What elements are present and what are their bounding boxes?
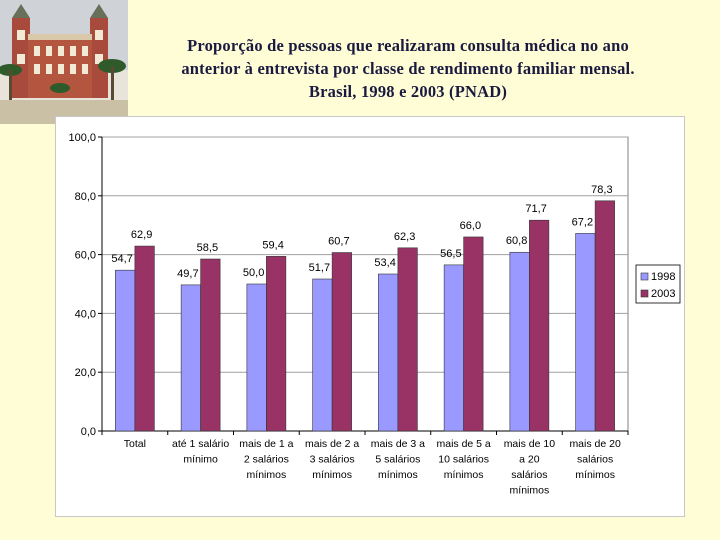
data-label: 58,5 [197,242,218,254]
category-label-line: mínimos [247,469,287,481]
category-label-line: mais de 3 a [371,438,425,450]
category-label: mais de 10 a 20 salários mínimos [504,438,556,497]
y-tick-label: 60,0 [75,250,96,262]
data-label: 60,8 [506,235,527,247]
bar-1998 [378,273,399,432]
slide-title: Proporção de pessoas que realizaram cons… [128,34,688,103]
category-label-line: Total [124,438,146,450]
category-label-line: mais de 5 a [436,438,490,450]
category-label: até 1 salário mínimo [172,438,229,466]
data-label: 51,7 [309,262,330,274]
legend-label: 2003 [651,288,675,300]
category-label: mais de 1 a 2 salários mínimos [239,438,293,481]
data-label: 53,4 [374,257,395,269]
bar-2003 [134,245,155,432]
y-tick-label: 0,0 [81,426,96,438]
category-label-line: mínimos [444,469,484,481]
category-label-line: mínimos [575,469,615,481]
y-tick-label: 80,0 [75,191,96,203]
data-label: 78,3 [591,184,612,196]
legend-label: 1998 [651,271,675,283]
category-label: mais de 2 a 3 salários mínimos [305,438,359,481]
category-label-line: salários [577,454,613,466]
category-label-line: 2 salários [244,454,289,466]
data-label: 54,7 [111,253,132,265]
category-label-line: 3 salários [310,454,355,466]
bar-2003 [594,200,615,432]
title-line: Proporção de pessoas que realizaram cons… [187,36,629,55]
data-label: 56,5 [440,248,461,260]
bar-2003 [200,258,221,432]
logo-image [0,0,128,124]
castle-building-icon [0,0,128,124]
category-label-line: mais de 10 [504,438,556,450]
legend-swatch-1998 [640,272,649,281]
category-label-line: mais de 20 [569,438,621,450]
y-tick-label: 100,0 [68,132,96,144]
category-label-line: a 20 [519,454,540,466]
category-label-line: mais de 1 a [239,438,293,450]
data-label: 67,2 [572,216,593,228]
bar-2003 [266,256,287,432]
legend-swatch-2003 [640,289,649,298]
title-line: anterior à entrevista por classe de rend… [181,59,635,78]
category-label-line: 10 salários [438,454,489,466]
bar-1998 [443,264,464,432]
y-tick-label: 40,0 [75,308,96,320]
category-label: Total [124,438,146,450]
data-label: 62,3 [394,231,415,243]
data-label: 66,0 [460,220,481,232]
bar-2003 [397,247,418,432]
data-label: 49,7 [177,268,198,280]
category-label-line: até 1 salário [172,438,229,450]
bar-1998 [246,283,267,432]
category-label-line: mínimos [378,469,418,481]
legend-box [635,264,681,304]
bar-2003 [331,252,352,432]
category-label-line: 5 salários [375,454,420,466]
title-line: Brasil, 1998 e 2003 (PNAD) [308,82,508,101]
category-label: mais de 3 a 5 salários mínimos [371,438,425,481]
data-label: 62,9 [131,229,152,241]
y-tick-label: 20,0 [75,367,96,379]
bar-1998 [509,251,530,432]
category-label: mais de 20 salários mínimos [569,438,621,481]
chart-frame: 0,0 20,0 40,0 60,0 80,0 100,0 54,7 49,7 50,0 51,7… [55,116,685,517]
bar-2003 [529,219,550,432]
bar-1998 [180,284,201,432]
bar-2003 [463,236,484,432]
bar-1998 [312,278,333,432]
data-label: 50,0 [243,267,264,279]
category-label-line: mínimo [183,454,218,466]
data-label: 71,7 [525,203,546,215]
category-label: mais de 5 a 10 salários mínimos [436,438,490,481]
category-label-line: mais de 2 a [305,438,359,450]
bar-chart: 0,0 20,0 40,0 60,0 80,0 100,0 54,7 49,7 50,0 51,7… [68,132,681,497]
category-label-line: mínimos [312,469,352,481]
data-label: 59,4 [262,239,283,251]
category-label-line: salários [511,469,547,481]
bar-1998 [115,269,136,432]
bar-1998 [575,233,596,432]
category-label-line: mínimos [510,485,550,497]
data-label: 60,7 [328,236,349,248]
